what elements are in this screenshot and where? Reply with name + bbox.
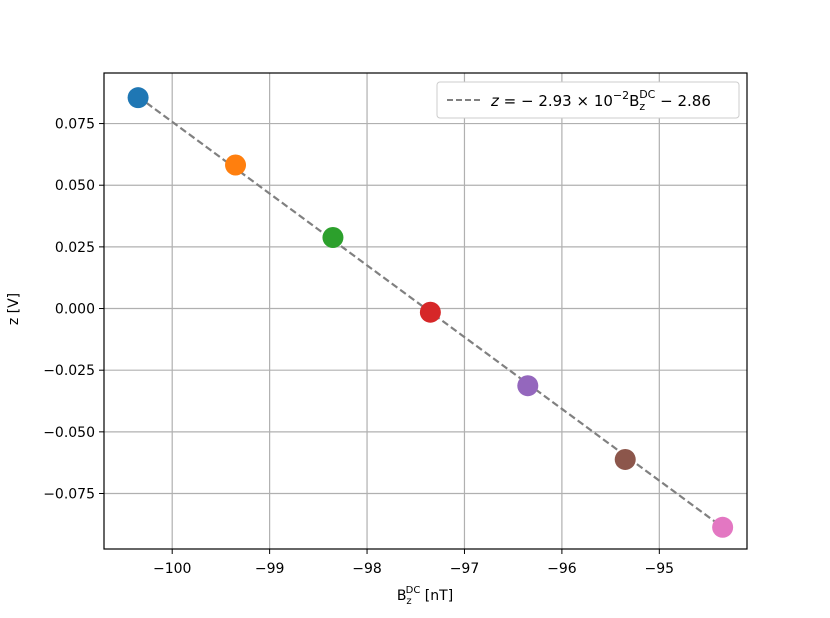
legend-sup: DC [639,88,655,101]
x-axis-label-sub: z [406,596,411,607]
x-axis-label-unit: [nT] [420,588,453,604]
y-tick-label: 0.000 [55,302,95,318]
legend-b: B [629,92,639,110]
x-tick-label: −100 [153,561,191,577]
data-point [712,516,734,538]
y-tick-label: −0.050 [43,425,95,441]
y-tick-label: 0.025 [55,240,95,256]
y-tick-label: 0.075 [55,117,95,133]
data-point [225,154,247,176]
y-axis-label: z [V] [6,293,22,325]
x-axis-label-sup: DC [406,585,421,596]
y-axis-ticks: 0.075 0.050 0.025 0.000 −0.025 −0.050 −0.075 [43,117,104,503]
data-points [127,87,734,538]
legend-box [436,81,740,119]
y-tick-label: 0.050 [55,178,95,194]
x-axis-ticks: −100 −99 −98 −97 −96 −95 [153,549,674,577]
grid [104,73,747,549]
legend-lhs: z [490,92,500,110]
x-tick-label: −96 [547,561,577,577]
legend: z = − 2.93 × 10−2BzDC − 2.86 [436,81,740,119]
legend-tail: − 2.86 [655,92,711,110]
data-point [127,87,149,109]
y-tick-label: −0.075 [43,487,95,503]
plot-frame [103,72,748,550]
legend-exp: −2 [613,89,629,102]
legend-eq: = − 2.93 × 10 [499,92,613,110]
x-tick-label: −95 [645,561,675,577]
x-axis-label-base: B [397,588,407,604]
x-axis-label: BzDC [nT] [397,585,453,607]
legend-fit-label: z = − 2.93 × 10−2BzDC − 2.86 [490,88,711,113]
data-point [614,448,636,470]
legend-sub: z [639,100,645,113]
data-point [419,301,441,323]
data-point [517,375,539,397]
x-tick-label: −98 [352,561,382,577]
data-point [322,227,344,249]
y-tick-label: −0.025 [43,363,95,379]
x-tick-label: −97 [450,561,480,577]
x-tick-label: −99 [255,561,285,577]
